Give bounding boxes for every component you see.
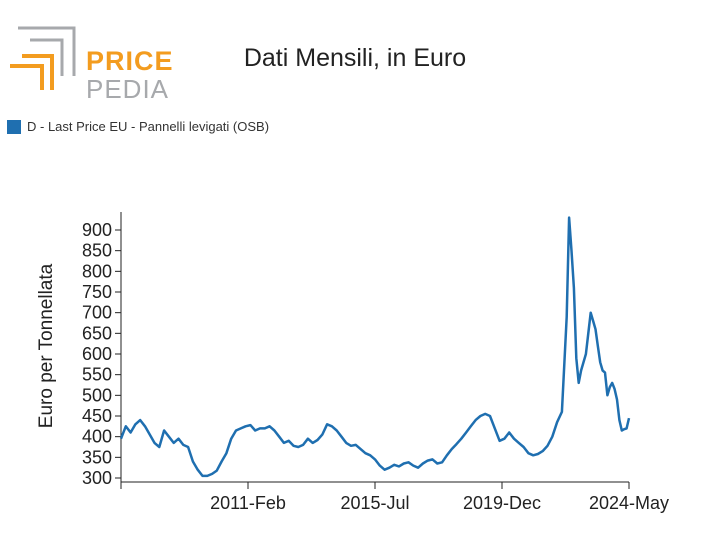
legend-label-osb: D - Last Price EU - Pannelli levigati (O… [27, 119, 270, 134]
y-tick-label: 500 [82, 385, 112, 405]
y-tick-label: 400 [82, 427, 112, 447]
y-tick-label: 750 [82, 282, 112, 302]
y-tick-label: 700 [82, 303, 112, 323]
x-tick-label: 2011-Feb [210, 493, 286, 513]
chart-legend[interactable]: D - Last Price EU - Pannelli levigati (O… [7, 119, 269, 134]
y-tick-label: 600 [82, 344, 112, 364]
x-tick-label: 2024-May [589, 493, 669, 513]
y-tick-label: 350 [82, 447, 112, 467]
y-tick-label: 800 [82, 261, 112, 281]
chart-title: Dati Mensili, in Euro [243, 44, 467, 72]
y-tick-label: 550 [82, 365, 112, 385]
y-tick-label: 900 [82, 220, 112, 240]
y-tick-label: 300 [82, 468, 112, 488]
series-line-osb [119, 216, 631, 478]
y-tick-label: 450 [82, 406, 112, 426]
legend-swatch [7, 119, 21, 134]
x-tick-label: 2015-Jul [340, 493, 409, 513]
y-tick-label: 850 [82, 241, 112, 261]
logo-word-pedia: PEDIA [86, 74, 170, 104]
logo-word-price: PRICE [86, 46, 174, 76]
pricepedia-logo: PRICE PEDIA [8, 22, 173, 104]
y-axis-title: Euro per Tonnellata [36, 263, 57, 428]
x-tick-label: 2019-Dec [463, 493, 541, 513]
y-tick-label: 650 [82, 323, 112, 343]
logo-mark-icon [10, 26, 76, 90]
